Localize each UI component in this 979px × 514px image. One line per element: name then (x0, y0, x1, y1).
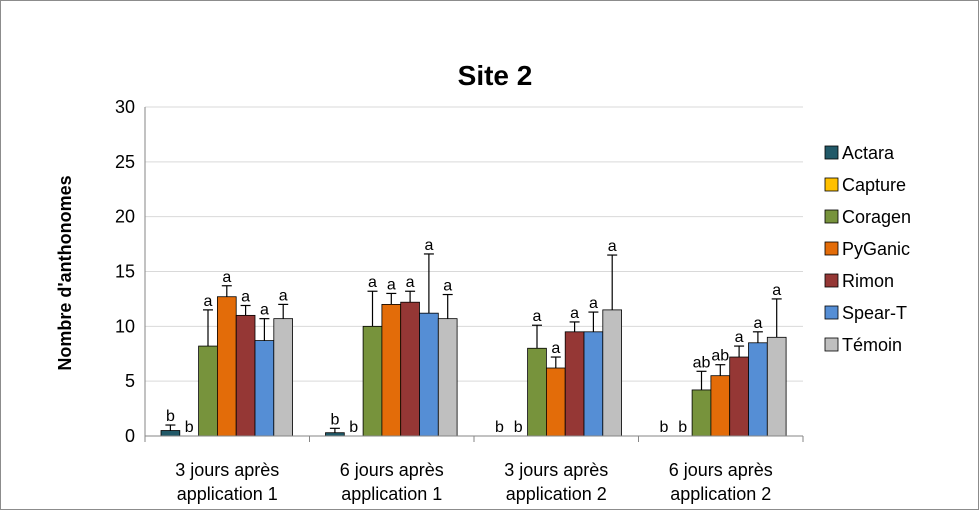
legend-label: Actara (842, 143, 895, 163)
y-tick-label: 15 (115, 262, 135, 282)
bar (273, 318, 293, 437)
significance-label: a (753, 315, 762, 332)
bar (216, 296, 237, 437)
significance-label: ab (711, 348, 729, 365)
chart-title: Site 2 (458, 60, 533, 91)
bar (235, 314, 256, 437)
bar (729, 356, 749, 437)
bar (527, 347, 547, 437)
significance-label: a (222, 269, 231, 286)
legend-swatch (824, 209, 839, 224)
legend-label: Coragen (842, 207, 911, 227)
legend-label: Spear-T (842, 303, 907, 323)
significance-label: a (260, 302, 269, 319)
bar (602, 309, 622, 437)
significance-label: b (330, 411, 339, 428)
legend-label: Capture (842, 175, 906, 195)
axes: 0 5 10 15 20 25 30 3 jours après application 1 6 … (115, 97, 804, 504)
y-tick-label: 30 (115, 97, 135, 117)
bar (381, 303, 402, 437)
bar (748, 342, 768, 437)
x-tick-label: application 1 (341, 484, 442, 504)
significance-label: b (166, 408, 175, 425)
bar (691, 389, 712, 437)
significance-label: a (772, 282, 781, 299)
legend-swatch (824, 273, 839, 288)
bar (419, 312, 439, 437)
legend-swatch (824, 305, 839, 320)
y-tick-label: 25 (115, 152, 135, 172)
y-tick-label: 5 (125, 371, 135, 391)
y-tick-label: 10 (115, 316, 135, 336)
significance-label: b (659, 419, 668, 436)
significance-label: a (570, 305, 579, 322)
significance-label: a (204, 293, 213, 310)
significance-label: a (443, 278, 452, 295)
x-tick-label: 3 jours après (175, 460, 279, 480)
significance-label: a (279, 287, 288, 304)
bar (583, 331, 604, 437)
bar (766, 336, 787, 437)
bar (254, 340, 275, 437)
bar (400, 301, 420, 437)
bar (198, 345, 218, 437)
y-tick-label: 20 (115, 207, 135, 227)
legend-label: Rimon (842, 271, 894, 291)
significance-label: a (406, 274, 415, 291)
significance-label: ab (693, 354, 711, 371)
bar (546, 367, 566, 437)
legend-swatch (824, 177, 839, 192)
significance-label: a (589, 295, 598, 312)
x-tick-label: application 2 (506, 484, 607, 504)
significance-label: b (514, 419, 523, 436)
significance-label: a (387, 276, 396, 293)
significance-label: b (185, 419, 194, 436)
legend: Actara Capture Coragen PyGanic Rimon Spear-T T… (824, 143, 911, 355)
significance-label: b (495, 419, 504, 436)
significance-label: a (533, 308, 542, 325)
y-tick-label: 0 (125, 426, 135, 446)
legend-swatch (824, 145, 839, 160)
bar (437, 318, 458, 437)
legend-swatch (824, 337, 839, 352)
significance-label: b (678, 419, 687, 436)
significance-label: a (241, 288, 250, 305)
x-tick-label: 6 jours après (669, 460, 773, 480)
x-tick-label: 6 jours après (340, 460, 444, 480)
bar (710, 375, 731, 437)
x-tick-label: application 2 (670, 484, 771, 504)
significance-label: a (551, 340, 560, 357)
bar (160, 430, 181, 437)
significance-label: a (735, 329, 744, 346)
x-tick-label: application 1 (177, 484, 278, 504)
significance-label: b (349, 419, 358, 436)
bar (362, 325, 383, 437)
significance-label: a (608, 238, 617, 255)
legend-label: Témoin (842, 335, 902, 355)
legend-swatch (824, 241, 839, 256)
legend-label: PyGanic (842, 239, 910, 259)
x-tick-label: 3 jours après (504, 460, 608, 480)
bar (564, 331, 585, 437)
y-axis-label: Nombre d'anthonomes (55, 175, 75, 370)
significance-label: a (368, 274, 377, 291)
significance-label: a (424, 237, 433, 254)
